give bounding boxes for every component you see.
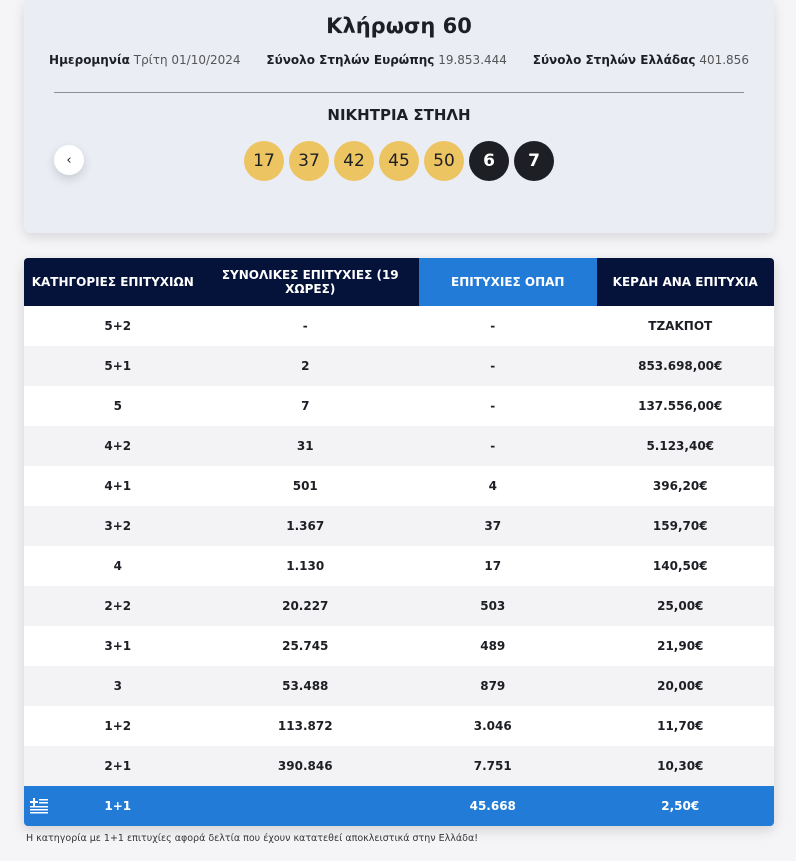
table-row: 5+2 - - ΤΖΑΚΠΟΤ bbox=[24, 306, 774, 346]
cell-total: 31 bbox=[296, 439, 314, 453]
cell-category: 2+1 bbox=[104, 759, 132, 773]
draw-title: Κλήρωση 60 bbox=[326, 14, 472, 38]
cell-prize: 21,90€ bbox=[657, 639, 704, 653]
cell-prize: 25,00€ bbox=[657, 599, 704, 613]
winning-label: ΝΙΚΗΤΡΙΑ ΣΤΗΛΗ bbox=[327, 106, 471, 124]
cell-total: 390.846 bbox=[277, 759, 333, 773]
greek-flag-icon bbox=[30, 798, 48, 814]
footnote: Η κατηγορία με 1+1 επιτυχίες αφορά δελτί… bbox=[26, 833, 479, 844]
cell-category: 1+1 bbox=[104, 799, 132, 813]
cell-category: 3+2 bbox=[104, 519, 132, 533]
cell-total: 7 bbox=[301, 399, 310, 413]
cell-total: 1.130 bbox=[286, 559, 325, 573]
header-category: ΚΑΤΗΓΟΡΙΕΣ ΕΠΙΤΥΧΙΩΝ bbox=[31, 275, 194, 289]
table-row: 5+1 2 - 853.698,00€ bbox=[24, 346, 774, 386]
cell-prize: ΤΖΑΚΠΟΤ bbox=[648, 319, 713, 333]
previous-draw-button[interactable]: ‹ bbox=[54, 145, 84, 175]
cell-total bbox=[212, 786, 400, 826]
cell-opap: - bbox=[490, 359, 496, 373]
cell-total: 25.745 bbox=[282, 639, 329, 653]
cell-prize: 396,20€ bbox=[652, 479, 708, 493]
cell-opap: - bbox=[490, 319, 496, 333]
cell-total: - bbox=[302, 319, 308, 333]
cell-prize: 140,50€ bbox=[652, 559, 708, 573]
cell-category: 4+2 bbox=[104, 439, 132, 453]
date-value: Τρίτη 01/10/2024 bbox=[133, 53, 241, 67]
cell-category: 5+2 bbox=[104, 319, 132, 333]
cell-total: 20.227 bbox=[282, 599, 329, 613]
number-ball: 37 bbox=[289, 141, 329, 181]
cell-opap: - bbox=[490, 439, 496, 453]
cell-prize: 159,70€ bbox=[652, 519, 708, 533]
cell-prize: 5.123,40€ bbox=[646, 439, 715, 453]
winning-numbers: 17 37 42 45 50 6 7 bbox=[24, 141, 774, 181]
cell-category: 5+1 bbox=[104, 359, 132, 373]
date-label: Ημερομηνία bbox=[49, 53, 130, 67]
cell-prize: 2,50€ bbox=[661, 799, 700, 813]
cell-opap: 489 bbox=[480, 639, 506, 653]
cell-opap: 45.668 bbox=[469, 799, 516, 813]
table-row: 2+1 390.846 7.751 10,30€ bbox=[24, 746, 774, 786]
number-ball: 50 bbox=[424, 141, 464, 181]
cell-opap: 17 bbox=[484, 559, 502, 573]
cell-total: 2 bbox=[301, 359, 310, 373]
cell-opap: 3.046 bbox=[473, 719, 512, 733]
cell-category: 3 bbox=[113, 679, 122, 693]
cell-category: 2+2 bbox=[104, 599, 132, 613]
cell-prize: 137.556,00€ bbox=[638, 399, 723, 413]
greece-label: Σύνολο Στηλών Ελλάδας bbox=[532, 53, 696, 67]
cell-total: 1.367 bbox=[286, 519, 325, 533]
table-header: ΚΑΤΗΓΟΡΙΕΣ ΕΠΙΤΥΧΙΩΝ ΣΥΝΟΛΙΚΕΣ ΕΠΙΤΥΧΙΕΣ… bbox=[24, 258, 774, 306]
table-row: 4 1.130 17 140,50€ bbox=[24, 546, 774, 586]
table-row: 3 53.488 879 20,00€ bbox=[24, 666, 774, 706]
europe-value: 19.853.444 bbox=[438, 53, 507, 67]
cell-total: 501 bbox=[292, 479, 318, 493]
table-row: 4+1 501 4 396,20€ bbox=[24, 466, 774, 506]
cell-total: 53.488 bbox=[282, 679, 329, 693]
europe-label: Σύνολο Στηλών Ευρώπης bbox=[266, 53, 435, 67]
header-opap: ΕΠΙΤΥΧΙΕΣ ΟΠΑΠ bbox=[419, 258, 597, 306]
divider bbox=[54, 92, 744, 93]
cell-opap: 503 bbox=[480, 599, 506, 613]
cell-opap: 7.751 bbox=[473, 759, 512, 773]
cell-category: 3+1 bbox=[104, 639, 132, 653]
cell-prize: 20,00€ bbox=[657, 679, 704, 693]
table-row: 3+2 1.367 37 159,70€ bbox=[24, 506, 774, 546]
cell-prize: 10,30€ bbox=[657, 759, 704, 773]
header-total: ΣΥΝΟΛΙΚΕΣ ΕΠΙΤΥΧΙΕΣ (19 ΧΩΡΕΣ) bbox=[221, 268, 399, 296]
euro-number-ball: 7 bbox=[514, 141, 554, 181]
cell-category: 4 bbox=[113, 559, 122, 573]
cell-prize: 853.698,00€ bbox=[638, 359, 723, 373]
table-row: 3+1 25.745 489 21,90€ bbox=[24, 626, 774, 666]
cell-opap: - bbox=[490, 399, 496, 413]
cell-opap: 879 bbox=[480, 679, 506, 693]
chevron-left-icon: ‹ bbox=[66, 152, 72, 168]
cell-opap: 37 bbox=[484, 519, 502, 533]
cell-category: 1+2 bbox=[104, 719, 132, 733]
cell-prize: 11,70€ bbox=[657, 719, 704, 733]
draw-meta: Ημερομηνία Τρίτη 01/10/2024 Σύνολο Στηλώ… bbox=[24, 53, 774, 67]
table-row: 5 7 - 137.556,00€ bbox=[24, 386, 774, 426]
table-row: 4+2 31 - 5.123,40€ bbox=[24, 426, 774, 466]
number-ball: 45 bbox=[379, 141, 419, 181]
table-row: 2+2 20.227 503 25,00€ bbox=[24, 586, 774, 626]
cell-category: 5 bbox=[113, 399, 122, 413]
euro-number-ball: 6 bbox=[469, 141, 509, 181]
cell-total: 113.872 bbox=[277, 719, 333, 733]
greek-row: 1+1 45.668 2,50€ bbox=[24, 786, 774, 826]
number-ball: 17 bbox=[244, 141, 284, 181]
table-row: 1+2 113.872 3.046 11,70€ bbox=[24, 706, 774, 746]
header-prize: ΚΕΡΔΗ ΑΝΑ ΕΠΙΤΥΧΙΑ bbox=[612, 275, 758, 289]
cell-opap: 4 bbox=[488, 479, 497, 493]
draw-card: Κλήρωση 60 Ημερομηνία Τρίτη 01/10/2024 Σ… bbox=[24, 0, 774, 233]
prize-table: ΚΑΤΗΓΟΡΙΕΣ ΕΠΙΤΥΧΙΩΝ ΣΥΝΟΛΙΚΕΣ ΕΠΙΤΥΧΙΕΣ… bbox=[24, 258, 774, 826]
greece-value: 401.856 bbox=[699, 53, 749, 67]
number-ball: 42 bbox=[334, 141, 374, 181]
cell-category: 4+1 bbox=[104, 479, 132, 493]
